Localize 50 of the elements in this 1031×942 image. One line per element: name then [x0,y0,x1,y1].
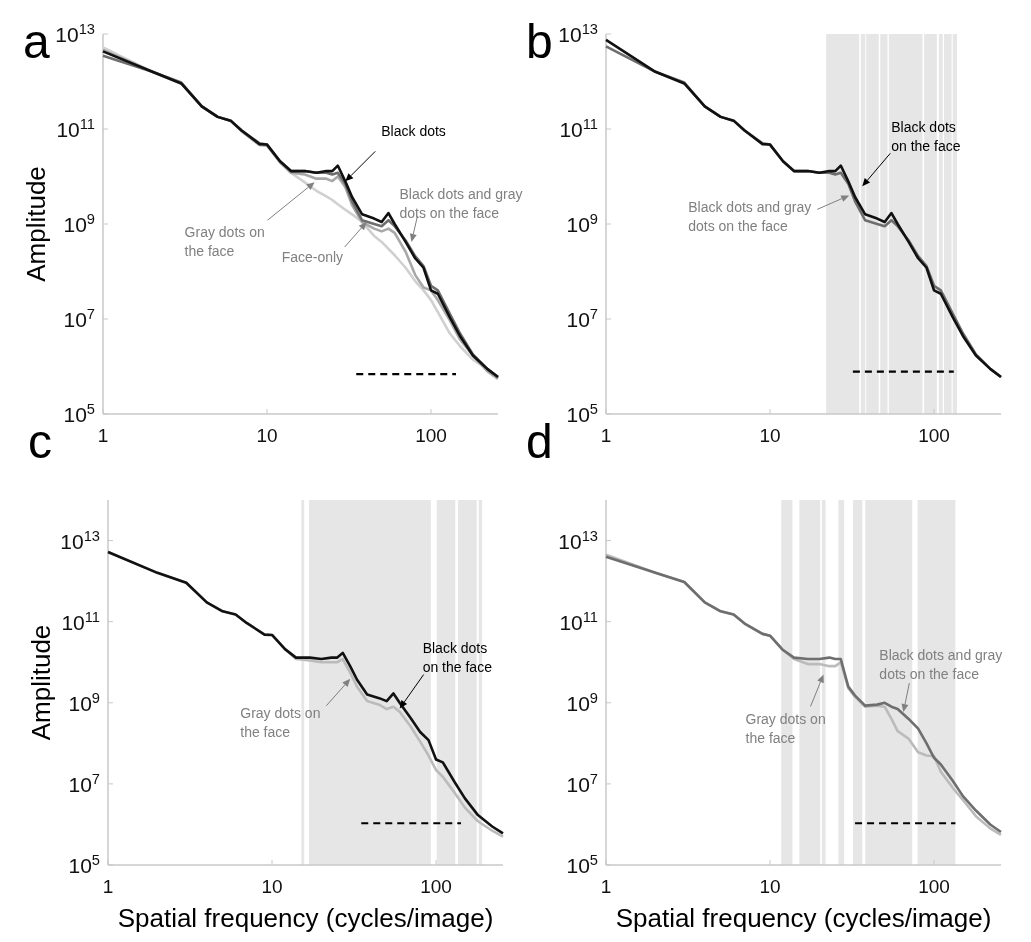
x-tick-label: 1 [600,876,612,897]
x-tick-label: 1 [97,425,109,446]
y-tick-label: 10$^{13}$ [558,527,598,553]
annotation: Gray dots on the face [184,224,265,260]
y-tick-label: 10$^{11}$ [559,608,598,634]
y-tick-label: 10$^{9}$ [566,689,598,715]
y-tick-label: 10$^{5}$ [566,401,598,426]
y-tick-label: 10$^{11}$ [56,116,95,141]
annotation: Gray dots on the face [240,704,321,740]
y-tick-label: 10$^{7}$ [68,770,100,796]
y-tick-label: 10$^{9}$ [566,211,598,236]
y-tick-label: 10$^{13}$ [55,21,95,46]
y-tick-label: 10$^{11}$ [559,116,598,141]
x-tick-label: 100 [420,876,452,897]
x-tick-label: 100 [415,425,447,446]
y-tick-label: 10$^{5}$ [63,401,95,426]
x-tick-label: 10 [759,876,781,897]
annotation: Black dots on the face [422,639,493,675]
y-tick-label: 10$^{7}$ [566,770,598,796]
x-tick-label: 100 [918,876,950,897]
y-tick-label: 10$^{9}$ [68,689,100,715]
x-tick-label: 10 [759,425,781,446]
y-tick-label: 10$^{7}$ [566,306,598,331]
y-axis-title: Amplitude [26,624,56,741]
y-tick-label: 10$^{13}$ [558,21,598,46]
annotation: Gray dots on the face [745,711,826,747]
x-axis-title: Spatial frequency (cycles/image) [615,903,992,933]
y-tick-label: 10$^{9}$ [63,211,95,236]
annotation: Black dots [381,123,446,140]
annotation: Face-only [281,249,344,266]
chart-title: a [23,15,50,68]
annotation: Black dots and gray dots on the face [399,185,523,221]
y-tick-label: 10$^{5}$ [566,852,598,877]
x-tick-label: 1 [102,876,114,897]
annotation: Black dots and gray dots on the face [879,647,1003,683]
annotation: Black dots on the face [891,119,961,155]
x-tick-label: 10 [261,876,283,897]
x-tick-label: 1 [600,425,612,446]
chart-title: b [526,15,553,68]
x-axis-title: Spatial frequency (cycles/image) [117,903,494,933]
x-tick-label: 10 [256,425,278,446]
y-axis-title: Amplitude [21,166,51,282]
y-tick-label: 10$^{11}$ [61,608,100,634]
chart-title: d [526,415,553,468]
chart-title: c [28,415,52,468]
y-tick-label: 10$^{13}$ [60,527,100,553]
y-tick-label: 10$^{7}$ [63,306,95,331]
y-tick-label: 10$^{5}$ [68,852,100,877]
annotation: Black dots and gray dots on the face [688,199,812,235]
x-tick-label: 100 [918,425,950,446]
